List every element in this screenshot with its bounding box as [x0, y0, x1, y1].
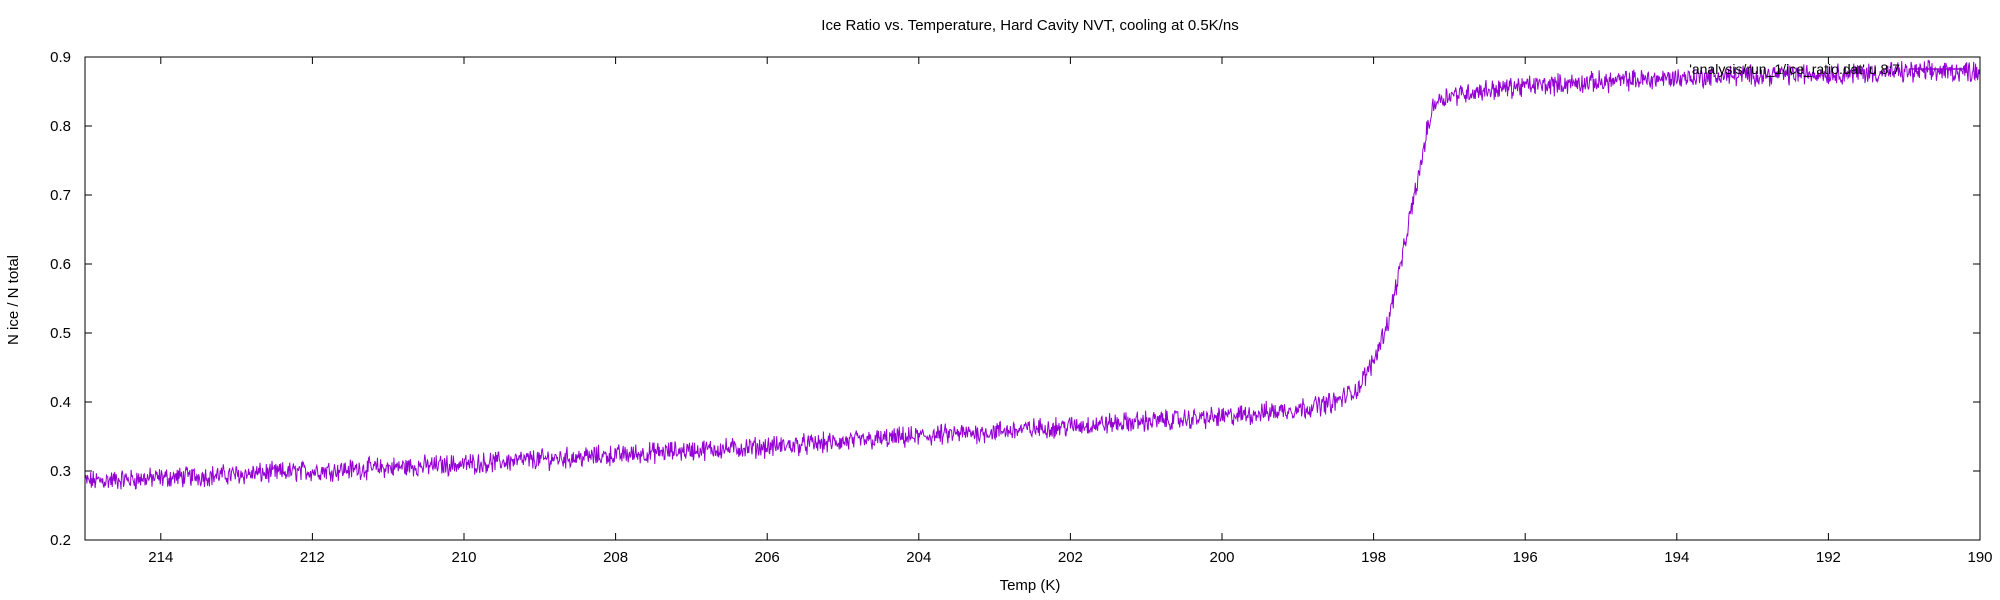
x-tick-label: 214: [148, 549, 173, 566]
x-tick-label: 208: [603, 549, 628, 566]
y-tick-label: 0.3: [50, 463, 71, 480]
y-tick-label: 0.8: [50, 118, 71, 135]
x-tick-label: 198: [1361, 549, 1386, 566]
y-tick-label: 0.6: [50, 256, 71, 273]
plot-frame: [84, 56, 1981, 541]
x-tick-label: 212: [300, 549, 325, 566]
y-tick-label: 0.2: [50, 532, 71, 549]
x-tick-label: 200: [1209, 549, 1234, 566]
plot-area: 214 212 210 208 206 204 202 200 198 196 194 192 190 0…: [50, 49, 1992, 566]
x-tick-label: 194: [1664, 549, 1689, 566]
series-line-0: [84, 59, 1981, 490]
x-tick-label: 196: [1513, 549, 1538, 566]
x-axis-label: Temp (K): [1000, 577, 1061, 594]
x-tick-label: 190: [1967, 549, 1992, 566]
y-tick-label: 0.5: [50, 325, 71, 342]
x-tick-label: 206: [755, 549, 780, 566]
x-tick-label: 202: [1058, 549, 1083, 566]
y-tick-label: 0.9: [50, 49, 71, 66]
y-tick-label: 0.4: [50, 394, 71, 411]
x-tick-label: 210: [451, 549, 476, 566]
legend-label: 'analysis/run_1/ice_ratio.dat' u 8:7: [1689, 61, 1900, 77]
y-tick-label: 0.7: [50, 187, 71, 204]
y-axis-label: N ice / N total: [5, 255, 22, 345]
x-tick-label: 204: [906, 549, 931, 566]
x-tick-label: 192: [1816, 549, 1841, 566]
chart-title: Ice Ratio vs. Temperature, Hard Cavity N…: [821, 17, 1238, 34]
